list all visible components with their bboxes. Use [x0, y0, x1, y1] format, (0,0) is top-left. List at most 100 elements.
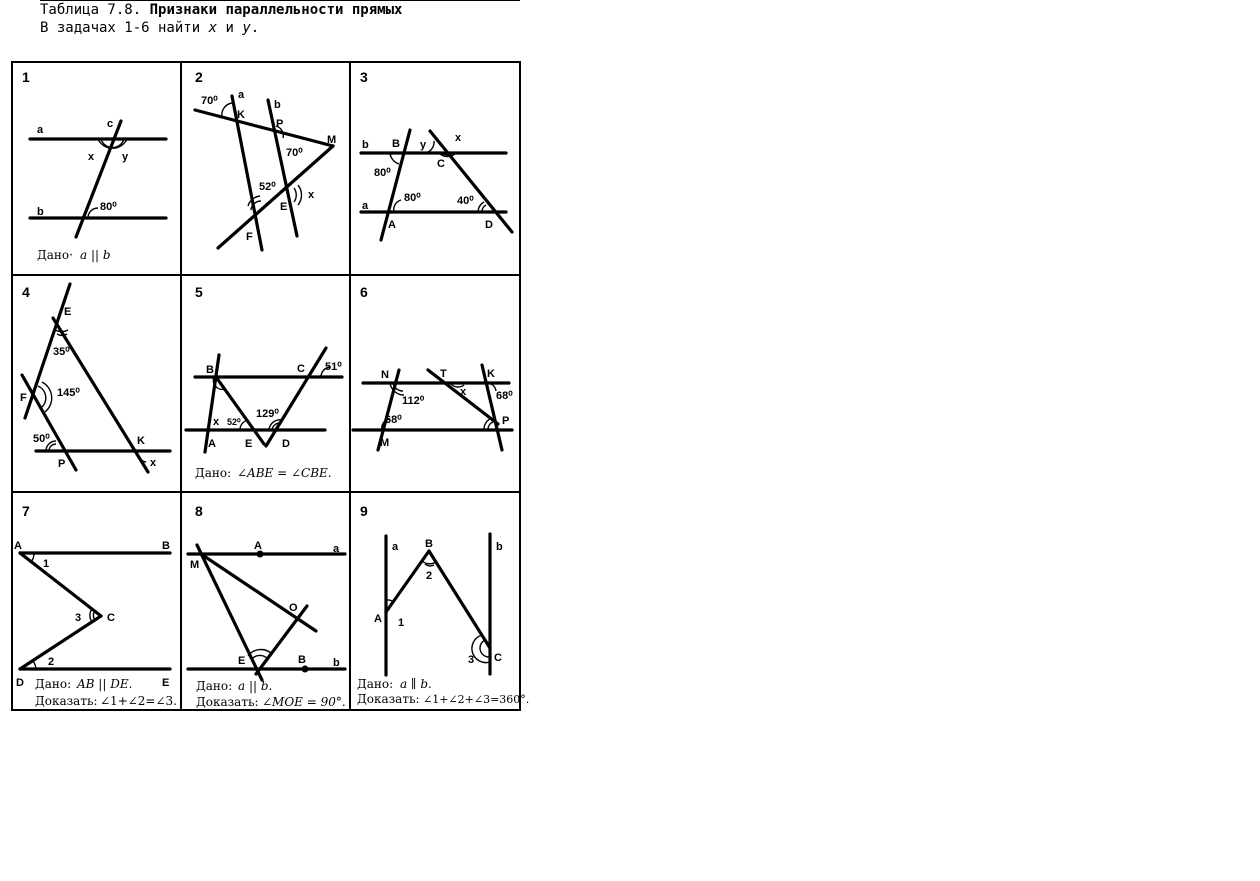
- problem-2: 2 70⁰ a K b P M 70⁰ 52⁰ x E F: [193, 69, 336, 252]
- grid-lines: [11, 61, 521, 711]
- label-E: E: [245, 438, 252, 450]
- table-title-text: Признаки параллельности прямых: [149, 2, 403, 18]
- given-expr: a ∥ b.: [400, 677, 432, 691]
- line-EK: [51, 316, 150, 474]
- problem-9-number: 9: [360, 503, 368, 519]
- given-label: Дано·: [37, 248, 73, 262]
- label-x: x: [150, 457, 157, 469]
- angle-80: 80⁰: [100, 201, 117, 213]
- angle-112: 112⁰: [402, 395, 425, 407]
- prove-expr: ∠1+∠2=∠3.: [100, 694, 177, 708]
- problem-5-number: 5: [195, 284, 203, 300]
- label-a: a: [362, 200, 369, 212]
- given-expr: a || b: [80, 248, 111, 262]
- angle-80-bottom: 80⁰: [404, 192, 421, 204]
- label-B: B: [392, 138, 400, 150]
- prove-label: Доказать:: [35, 694, 98, 708]
- label-B: B: [425, 538, 433, 550]
- problem-1: 1 a b c x y 80⁰ Дано· a || b: [22, 69, 168, 262]
- label-P: P: [502, 415, 509, 427]
- label-a: a: [333, 543, 340, 555]
- line-KP: [480, 363, 504, 452]
- angle-35: 35⁰: [53, 346, 70, 358]
- label-x: x: [455, 132, 462, 144]
- task-suffix: .: [250, 20, 260, 36]
- problem-2-number: 2: [195, 69, 203, 85]
- label-3: 3: [468, 654, 474, 666]
- prove-label: Доказать:: [357, 692, 420, 706]
- label-x: x: [460, 386, 467, 398]
- line-EO: [254, 604, 309, 676]
- label-A: A: [14, 540, 22, 552]
- label-E: E: [238, 655, 245, 667]
- label-N: N: [381, 369, 389, 381]
- line-MF: [216, 144, 335, 250]
- label-b: b: [274, 99, 281, 111]
- angle-50: 50⁰: [33, 433, 50, 445]
- label-K: K: [237, 109, 245, 121]
- table-label: Таблица 7.8.: [40, 2, 142, 18]
- label-A: A: [388, 219, 396, 231]
- line-KM: [193, 108, 335, 148]
- task-conj: и: [225, 20, 234, 36]
- line-NM: [376, 368, 401, 452]
- given-label: Дано:: [196, 679, 232, 693]
- label-x: x: [308, 189, 315, 201]
- segment-BC: [427, 549, 492, 650]
- angle-129: 129⁰: [256, 408, 279, 420]
- segment-AB: [384, 549, 431, 614]
- problem-4-number: 4: [22, 284, 30, 300]
- label-A: A: [374, 613, 382, 625]
- label-2: 2: [48, 656, 54, 668]
- problem-8-number: 8: [195, 503, 203, 519]
- label-D: D: [16, 677, 24, 689]
- label-B: B: [298, 654, 306, 666]
- angle-70-mid: 70⁰: [286, 147, 303, 159]
- label-a: a: [37, 124, 44, 136]
- angle-52: 52⁰: [259, 181, 276, 193]
- line-a: [230, 94, 264, 252]
- problem-4: 4 E 35⁰ 145⁰ F 50⁰ P K x: [20, 282, 172, 474]
- label-D: D: [282, 438, 290, 450]
- prove-label: Доказать:: [196, 695, 259, 709]
- line-CD: [428, 129, 514, 234]
- problem-6: 6 N T K x 112⁰ 68⁰ 68⁰ P M: [351, 284, 514, 452]
- task-prefix: В задачах 1-6 найти: [40, 20, 201, 36]
- problem-1-number: 1: [22, 69, 30, 85]
- label-D: D: [485, 219, 493, 231]
- label-1: 1: [398, 617, 404, 629]
- line-FP: [20, 373, 78, 472]
- label-1: 1: [43, 558, 49, 570]
- angle-70-top: 70⁰: [201, 95, 218, 107]
- line-BE: [214, 375, 266, 446]
- label-M: M: [190, 559, 199, 571]
- task-instruction: В задачах 1-6 найти x и y.: [40, 20, 259, 36]
- label-C: C: [297, 363, 305, 375]
- label-2: 2: [426, 570, 432, 582]
- table-title: Таблица 7.8. Признаки параллельности пря…: [40, 2, 402, 18]
- point-B: [301, 665, 309, 673]
- problem-5: 5 B C 51⁰ x 52⁰ 129⁰ A E D Дано: ∠ABE = …: [184, 284, 344, 480]
- label-y: y: [420, 139, 427, 151]
- label-B: B: [206, 364, 214, 376]
- label-C: C: [437, 158, 445, 170]
- given-label: Дано:: [35, 677, 71, 691]
- label-A: A: [208, 438, 216, 450]
- given-expr: AB || DE.: [76, 677, 132, 691]
- given-label: Дано:: [195, 466, 231, 480]
- label-E: E: [64, 306, 71, 318]
- label-C: C: [107, 612, 115, 624]
- problem-6-number: 6: [360, 284, 368, 300]
- problem-9: 9 a b B 2 A 1 3 C Дано: a ∥ b. Доказать:…: [357, 503, 529, 706]
- line-ME: [195, 543, 264, 682]
- line-TP: [426, 368, 500, 426]
- label-b: b: [362, 139, 369, 151]
- label-B: B: [162, 540, 170, 552]
- problem-7: 7 A B 1 3 C 2 D E Дано: AB || DE. Доказа…: [14, 503, 177, 708]
- angle-145: 145⁰: [57, 387, 80, 399]
- line-BA: [379, 128, 412, 242]
- given-label: Дано:: [357, 677, 393, 691]
- label-M: M: [327, 134, 336, 146]
- label-a: a: [238, 89, 245, 101]
